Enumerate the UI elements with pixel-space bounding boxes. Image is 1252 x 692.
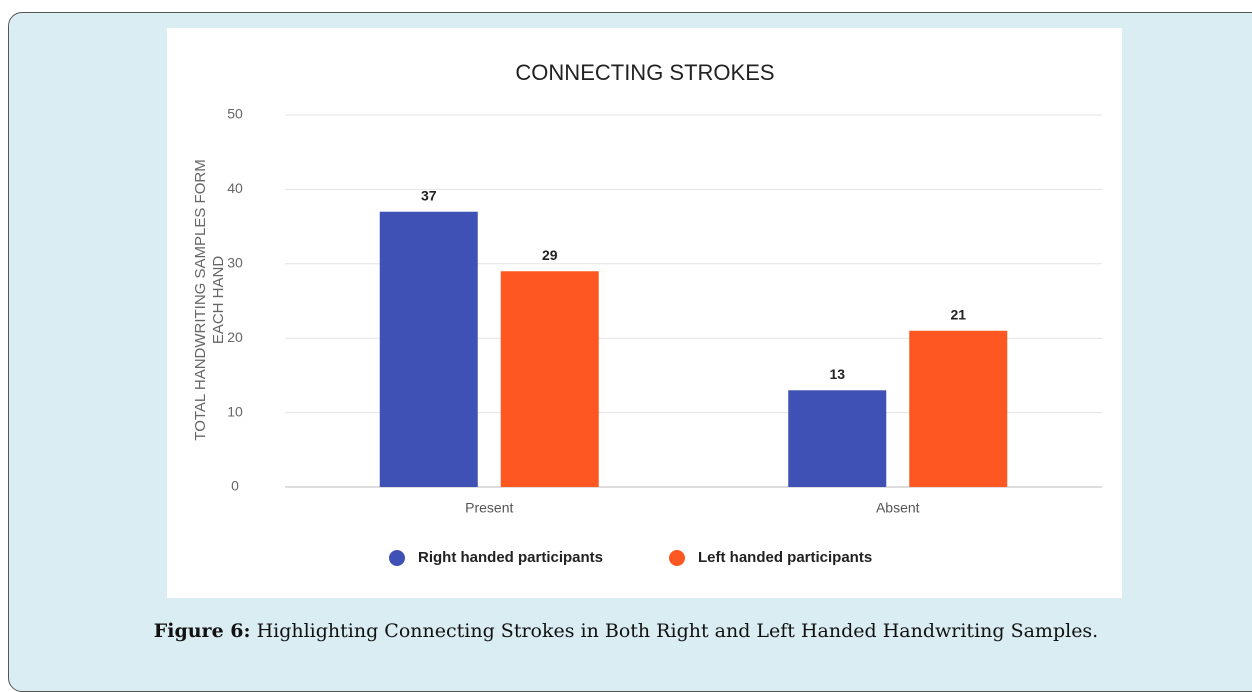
- y-tick-label: 10: [227, 403, 243, 419]
- page: CONNECTING STROKES TOTAL HANDWRITING SAM…: [0, 12, 1252, 692]
- data-label: 29: [542, 247, 558, 263]
- legend-swatch: [389, 550, 405, 566]
- chart-background: [167, 28, 1122, 598]
- y-tick-label: 0: [231, 478, 239, 494]
- y-tick-label: 20: [227, 329, 243, 345]
- y-tick-label: 40: [227, 180, 243, 196]
- bar: [788, 390, 887, 487]
- chart: CONNECTING STROKES TOTAL HANDWRITING SAM…: [167, 28, 1122, 598]
- data-label: 37: [421, 187, 437, 203]
- data-label: 21: [950, 306, 966, 322]
- caption-label: Figure 6:: [153, 620, 251, 642]
- x-tick-label: Present: [465, 500, 513, 516]
- y-axis-title: TOTAL HANDWRITING SAMPLES FORM: [192, 159, 209, 440]
- caption-text: Highlighting Connecting Strokes in Both …: [256, 620, 1099, 642]
- bar: [500, 271, 599, 487]
- y-axis-title: EACH HAND: [210, 256, 227, 345]
- data-label: 13: [829, 366, 845, 382]
- bar: [379, 211, 478, 487]
- legend-swatch: [669, 550, 685, 566]
- bar: [909, 330, 1008, 487]
- y-tick-label: 30: [227, 255, 243, 271]
- y-tick-label: 50: [227, 106, 243, 122]
- legend-label: Left handed participants: [698, 549, 872, 566]
- x-tick-label: Absent: [876, 500, 920, 516]
- chart-title: CONNECTING STROKES: [515, 60, 774, 85]
- legend-label: Right handed participants: [418, 549, 603, 566]
- caption: Figure 6: Highlighting Connecting Stroke…: [0, 620, 1252, 642]
